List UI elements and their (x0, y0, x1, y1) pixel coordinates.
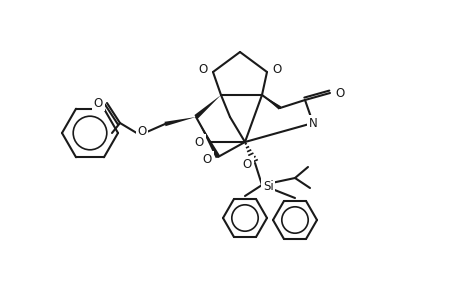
Text: O: O (334, 86, 343, 100)
Text: O: O (194, 136, 203, 148)
Text: O: O (198, 62, 207, 76)
Text: O: O (202, 152, 212, 166)
Polygon shape (262, 95, 280, 109)
Polygon shape (164, 117, 196, 126)
Text: N: N (308, 116, 317, 130)
Text: O: O (137, 124, 146, 137)
Text: O: O (94, 97, 103, 110)
Text: Si: Si (263, 179, 273, 193)
Text: O: O (242, 158, 252, 170)
Text: O: O (271, 62, 280, 76)
Polygon shape (196, 117, 220, 158)
Polygon shape (194, 95, 220, 119)
